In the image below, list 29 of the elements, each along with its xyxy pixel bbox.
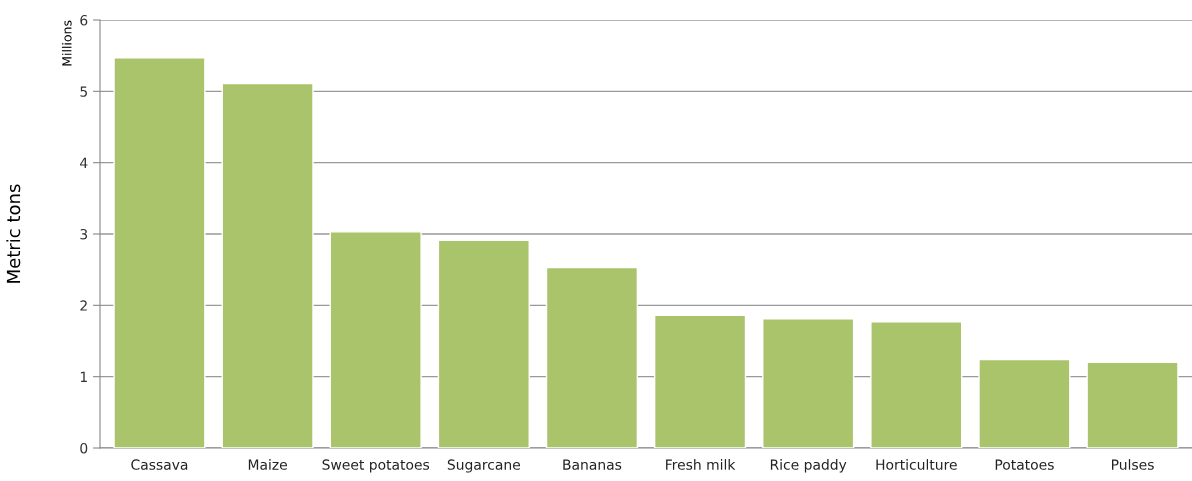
y-tick-label: 5 [80,86,87,97]
x-tick-label: Pulses [1111,459,1154,470]
x-tick-label: Potatoes [995,459,1054,470]
x-tick-label: Maize [248,459,287,470]
bar [762,318,855,448]
x-tick-label: Sweet potatoes [322,459,430,473]
y-tick-label: 6 [80,14,88,26]
x-tick-label: Bananas [563,459,622,470]
bar [113,57,206,448]
bar [978,358,1071,448]
x-tick-label: Rice paddy [770,459,847,473]
x-tick-label: Fresh milk [666,459,736,470]
x-tick-label: Cassava [131,459,188,470]
x-tick-label: Horticulture [876,459,957,470]
bar [545,266,639,448]
bar [1086,361,1179,448]
text: Millions [61,20,72,66]
x-tick-label: Sugarcane [447,459,520,473]
bar [437,239,530,448]
y-tick-label: 0 [80,442,88,454]
bar [329,231,422,448]
y-tick-label: 3 [80,228,88,240]
bar [870,321,963,448]
bar [653,314,747,448]
y-tick-label: 1 [80,371,87,382]
y-tick-label: 4 [80,157,88,168]
y-axis-title: Metric tons [6,184,21,283]
y-tick-label: 2 [80,300,87,311]
bar [221,82,314,448]
